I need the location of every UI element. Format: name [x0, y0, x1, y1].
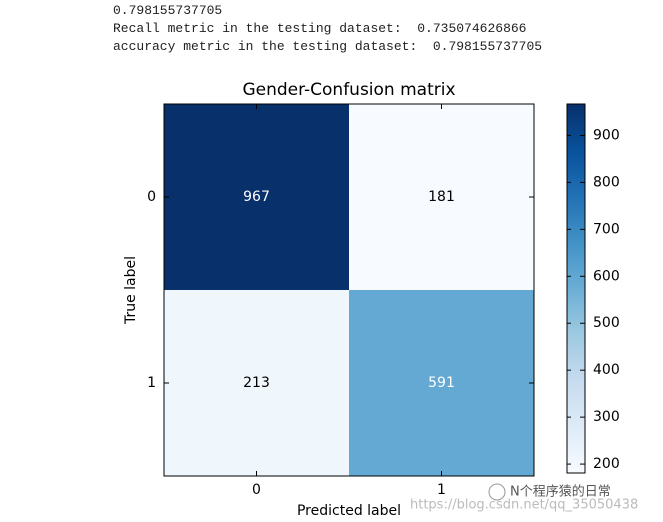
colorbar-tick-label: 600 — [593, 268, 620, 284]
cell-label: 181 — [428, 189, 455, 205]
output-line: Recall metric in the testing dataset: 0.… — [113, 21, 527, 36]
cell-label: 213 — [243, 375, 270, 391]
cell-label: 967 — [243, 189, 270, 205]
y-tick-label: 1 — [147, 375, 156, 391]
heatmap-cell — [164, 290, 349, 476]
x-tick-label: 1 — [437, 482, 446, 498]
watermark-icon — [488, 483, 506, 501]
colorbar-tick-label: 900 — [593, 127, 620, 143]
chart-title: Gender-Confusion matrix — [242, 80, 455, 100]
watermark-url: https://blog.csdn.net/qq_35050438 — [410, 498, 638, 513]
y-axis-label: True label — [123, 256, 139, 325]
colorbar-tick-label: 200 — [593, 456, 620, 472]
heatmap-cell — [164, 104, 349, 290]
cell-label: 591 — [428, 375, 455, 391]
colorbar-tick-label: 800 — [593, 174, 620, 190]
colorbar — [566, 103, 586, 474]
output-line: accuracy metric in the testing dataset: … — [113, 39, 543, 54]
output-line: 0.798155737705 — [113, 3, 223, 18]
x-tick-label: 0 — [252, 482, 261, 498]
watermark-text: N个程序猿的日常 — [510, 484, 611, 500]
y-tick-label: 0 — [147, 189, 156, 205]
colorbar-tick-label: 300 — [593, 409, 620, 425]
heatmap-cell — [349, 104, 534, 290]
x-axis-label: Predicted label — [297, 503, 401, 519]
plot-frame — [163, 103, 535, 477]
heatmap-cell — [349, 290, 534, 476]
colorbar-tick-label: 700 — [593, 221, 620, 237]
console-output: 0.798155737705 Recall metric in the testi… — [113, 2, 542, 56]
colorbar-tick-label: 500 — [593, 315, 620, 331]
colorbar-tick-label: 400 — [593, 362, 620, 378]
